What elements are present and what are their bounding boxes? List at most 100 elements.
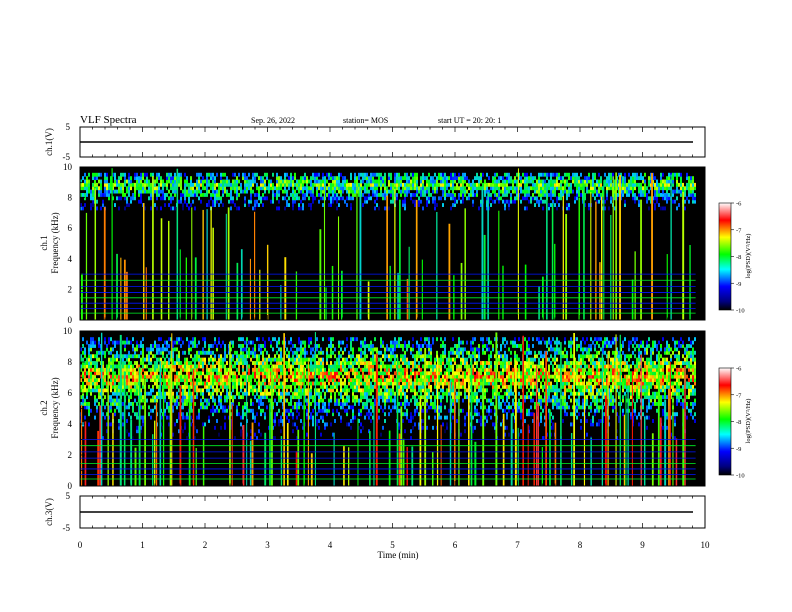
spectrogram-cell [196,395,198,400]
spectrogram-cell [204,186,206,191]
spectrogram-cell [404,203,406,207]
spectrogram-cell [684,189,686,194]
spectrogram-cell [126,374,128,379]
spectrogram-cell [126,203,128,207]
spectrogram-cell [594,196,596,201]
spectrogram-cell [440,172,442,177]
spectrogram-cell [280,371,282,376]
spectrogram-cell [208,384,210,389]
spectrogram-cell [266,186,268,191]
spectrogram-cell [118,405,120,410]
date-label: Sep. 26, 2022 [251,116,295,125]
spectrogram-cell [378,398,380,403]
spectrogram-cell [304,388,306,393]
spectrogram-cell [182,384,184,389]
spectrogram-cell [322,371,324,376]
spectrogram-cell [208,419,210,423]
spectrogram-cell [298,391,300,396]
spectrogram-cell [98,401,100,406]
spectrogram-cell [254,179,256,184]
spectrogram-cell [212,199,214,204]
spectrogram-cell [158,337,160,342]
spectrogram-cell [198,361,200,365]
spectrogram-cell [278,199,280,204]
spectrogram-cell [332,432,334,437]
spectrogram-cell [258,196,260,201]
spectrogram-cell [390,395,392,400]
spectrogram-cell [104,371,106,376]
spectrogram-cell [548,182,550,187]
spectrogram-cell [680,193,682,197]
spectrogram-cell [378,395,380,400]
spectrogram-cell [456,176,458,181]
spectrogram-cell [200,381,202,386]
spectrogram-cell [94,388,96,393]
spectrogram-cell [580,193,582,197]
spectrogram-cell [226,408,228,413]
spectrogram-cell [400,391,402,396]
spectrogram-cell [402,354,404,359]
spectrogram-cell [198,408,200,413]
spectrogram-cell [414,378,416,383]
spectrogram-cell [280,398,282,403]
ch1-voltage-panel: 5 -5 ch.1(V) [44,122,706,162]
spectrogram-cell [90,408,92,413]
spectrogram-cell [694,182,696,187]
spectrogram-cell [554,189,556,194]
spectrogram-cell [672,193,674,197]
spectrogram-cell [142,350,144,355]
spectrogram-cell [406,412,408,417]
spectrogram-cell [276,350,278,355]
spectrogram-cell [296,179,298,184]
spectrogram-cell [252,371,254,376]
spectrogram-cell [440,176,442,181]
spectrogram-cell [624,176,626,181]
spectrogram-cell [176,340,178,345]
spectrogram-cell [230,367,232,372]
spectrogram-cell [340,378,342,383]
spectrogram-cell [192,182,194,187]
spectrogram-cell [232,357,234,362]
spectrogram-cell [322,337,324,342]
spectrogram-cell [108,371,110,376]
spectrogram-cell [324,381,326,386]
spectrogram-cell [118,186,120,191]
spectrogram-cell [680,182,682,187]
spectrogram-cell [156,357,158,362]
spectrogram-cell [140,179,142,184]
spectrogram-cell [546,176,548,181]
spectrogram-cell [226,367,228,372]
spectrogram-cell [578,179,580,184]
spectrogram-cell [268,179,270,184]
spectrogram-cell [264,378,266,383]
spectrogram-cell [692,179,694,184]
spectrogram-cell [406,401,408,406]
spectrogram-cell [164,374,166,379]
spectrogram-cell [190,176,192,181]
spectrogram-cell [410,381,412,386]
spectrogram-cell [294,374,296,379]
spectrogram-cell [286,193,288,197]
spectrogram-cell [496,172,498,177]
spectrogram-cell [190,203,192,207]
spectrogram-cell [348,378,350,383]
spectrogram-cell [600,186,602,191]
spectrogram-cell [200,371,202,376]
spectrogram-cell [230,357,232,362]
spectrogram-cell [352,388,354,393]
spectrogram-cell [622,186,624,191]
spectrogram-cell [406,398,408,403]
spectrogram-cell [122,364,124,369]
spectrogram-cell [624,172,626,177]
spectrogram-cell [252,176,254,181]
spectrogram-cell [384,371,386,376]
spectrogram-cell [690,176,692,181]
spectrogram-cell [572,179,574,184]
spectrogram-cell [174,381,176,386]
spectrogram-cell [416,405,418,410]
y-tick-label: 6 [68,223,73,233]
spectrogram-cell [224,378,226,383]
spectrogram-cell [298,395,300,400]
spectrogram-cell [480,186,482,191]
spectrogram-cell [338,176,340,181]
